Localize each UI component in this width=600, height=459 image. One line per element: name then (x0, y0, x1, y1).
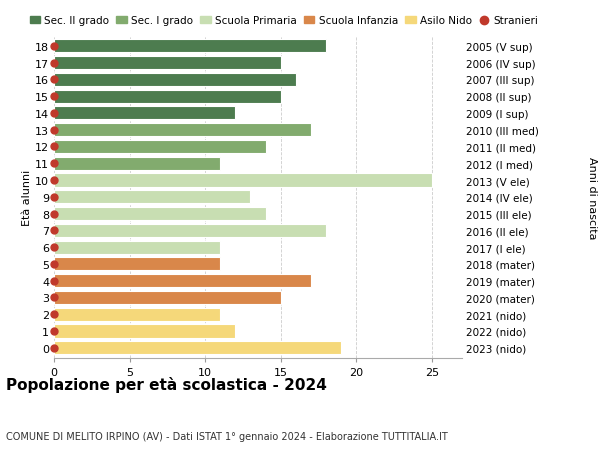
Text: Anni di nascita: Anni di nascita (587, 156, 597, 239)
Bar (54, 191, 250, 204)
Text: COMUNE DI MELITO IRPINO (AV) - Dati ISTAT 1° gennaio 2024 - Elaborazione TUTTITA: COMUNE DI MELITO IRPINO (AV) - Dati ISTA… (6, 431, 448, 441)
Y-axis label: Età alunni: Età alunni (22, 169, 32, 225)
Bar (54, 90, 281, 103)
Bar (54, 207, 266, 221)
Bar (54, 107, 235, 120)
Text: Popolazione per età scolastica - 2024: Popolazione per età scolastica - 2024 (6, 376, 327, 392)
Bar (54, 157, 220, 170)
Bar (54, 258, 220, 271)
Bar (54, 57, 281, 70)
Bar (54, 40, 326, 53)
Bar (54, 325, 235, 338)
Legend: Sec. II grado, Sec. I grado, Scuola Primaria, Scuola Infanzia, Asilo Nido, Stran: Sec. II grado, Sec. I grado, Scuola Prim… (25, 12, 542, 30)
Bar (54, 241, 220, 254)
Bar (54, 291, 281, 304)
Bar (54, 174, 432, 187)
Bar (54, 124, 311, 137)
Bar (54, 274, 311, 288)
Bar (54, 74, 296, 87)
Bar (54, 224, 326, 237)
Bar (54, 308, 220, 321)
Bar (54, 341, 341, 354)
Bar (54, 140, 266, 154)
